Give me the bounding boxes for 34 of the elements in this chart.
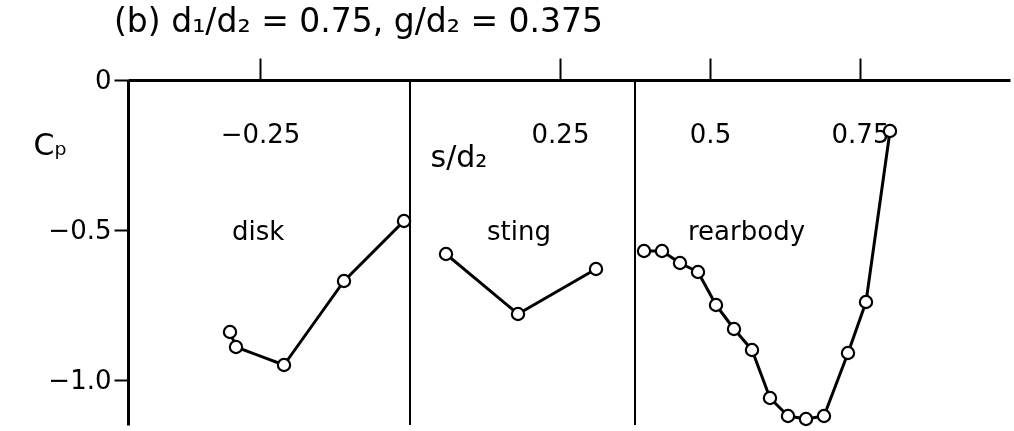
point [438, 246, 454, 262]
point [840, 345, 856, 361]
x-tick-label: 0.75 [831, 118, 890, 149]
x-tick-label: 0.25 [531, 118, 590, 149]
point [708, 297, 724, 313]
annotation: rearbody [688, 216, 806, 246]
y-tick-label: −1.0 [48, 364, 112, 395]
point [636, 243, 652, 259]
y-axis-title: Cₚ [33, 126, 68, 162]
point [654, 243, 670, 259]
x-tick-label: 0.5 [689, 118, 732, 149]
point [510, 306, 526, 322]
x-axis-title: s/d₂ [430, 138, 488, 174]
point [672, 255, 688, 271]
annotation: disk [232, 216, 285, 246]
y-tick-label: −0.5 [48, 214, 112, 245]
annotation: sting [487, 216, 551, 246]
point [780, 408, 796, 424]
point [798, 411, 814, 427]
point [726, 321, 742, 337]
y-tick-label: 0 [94, 64, 112, 95]
point [336, 273, 352, 289]
chart-title: (b) d₁/d₂ = 0.75, g/d₂ = 0.375 [114, 1, 604, 40]
point [396, 213, 412, 229]
point [816, 408, 832, 424]
x-tick-label: −0.25 [220, 118, 301, 149]
point [858, 294, 874, 310]
point [276, 357, 292, 373]
point [744, 342, 760, 358]
point [222, 324, 238, 340]
point [588, 261, 604, 277]
point [762, 390, 778, 406]
point [228, 339, 244, 355]
point [690, 264, 706, 280]
